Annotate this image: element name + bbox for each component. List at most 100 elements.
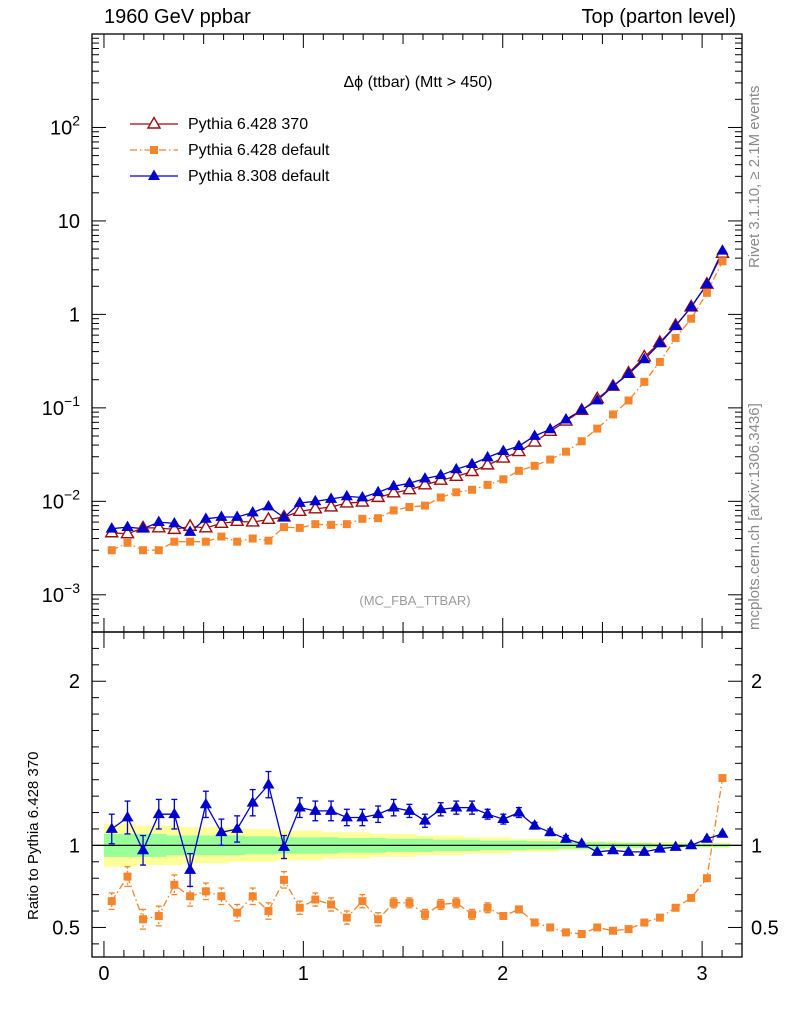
- marker-pythia-8-308-default: [403, 476, 416, 488]
- marker-pythia-6-428-default: [655, 357, 664, 366]
- y-tick-label: 1: [69, 304, 80, 326]
- ratio-panel-tick-labels: 0.5 0.5 1 1 2 2 0 1 2 3: [52, 671, 779, 985]
- marker-pythia-8-308-default: [559, 413, 572, 424]
- ratio-marker-pythia-8-308-default: [622, 845, 635, 856]
- marker-pythia-6-428-default: [201, 537, 210, 546]
- rivet-version-label: Rivet 3.1.10, ≥ 2.1M events: [746, 85, 763, 269]
- ratio-marker-pythia-8-308-default: [434, 802, 447, 814]
- marker-pythia-8-308-default: [622, 367, 635, 378]
- marker-pythia-6-428-370: [308, 501, 323, 514]
- header-process-label: Top (parton level): [581, 6, 736, 28]
- chart-title: Δϕ (ttbar) (Mtt > 450): [343, 74, 492, 91]
- marker-pythia-6-428-default: [327, 520, 336, 529]
- ratio-marker-pythia-8-308-default: [685, 838, 698, 850]
- marker-pythia-8-308-default: [168, 516, 181, 528]
- marker-pythia-8-308-default: [591, 393, 604, 405]
- marker-pythia-8-308-default: [356, 490, 369, 502]
- ratio-marker-pythia-6-428-default: [530, 918, 539, 927]
- marker-pythia-8-308-default: [450, 462, 463, 474]
- ratio-marker-pythia-6-428-default: [436, 900, 445, 909]
- ratio-marker-pythia-6-428-default: [702, 874, 711, 883]
- ratio-marker-pythia-6-428-default: [608, 926, 617, 935]
- ratio-marker-pythia-8-308-default: [638, 845, 651, 856]
- marker-pythia-6-428-default: [139, 546, 148, 555]
- marker-pythia-6-428-default: [624, 396, 633, 405]
- ratio-y-axis-label: Ratio to Pythia 6.428 370: [25, 752, 42, 920]
- marker-pythia-6-428-default: [577, 437, 586, 446]
- y-tick-label: 10−3: [42, 580, 80, 607]
- marker-pythia-8-308-default: [340, 489, 353, 501]
- marker-pythia-6-428-default: [702, 288, 711, 297]
- ratio-marker-pythia-6-428-default: [154, 911, 163, 920]
- ratio-marker-pythia-6-428-default: [233, 908, 242, 917]
- marker-pythia-6-428-default: [248, 534, 257, 543]
- marker-pythia-6-428-default: [342, 520, 351, 529]
- marker-pythia-6-428-default: [123, 538, 132, 547]
- ratio-marker-pythia-6-428-default: [593, 923, 602, 932]
- ratio-panel-ticks: [92, 632, 742, 957]
- ratio-marker-pythia-8-308-default: [387, 801, 400, 812]
- ratio-marker-pythia-8-308-default: [559, 832, 572, 843]
- ratio-marker-pythia-6-428-default: [483, 903, 492, 912]
- ratio-marker-pythia-6-428-default: [264, 907, 273, 916]
- marker-pythia-8-308-default: [465, 457, 479, 469]
- marker-pythia-8-308-default: [638, 352, 651, 364]
- ratio-curve-pythia-8-308-default: [111, 783, 723, 873]
- ratio-marker-pythia-6-428-default: [687, 893, 696, 902]
- legend-label-pythia6-370: Pythia 6.428 370: [188, 116, 308, 133]
- legend-entry-pythia8-default: Pythia 8.308 default: [130, 168, 330, 185]
- ratio-marker-pythia-6-428-default: [655, 913, 664, 922]
- x-tick-label: 1: [298, 963, 309, 985]
- marker-pythia-6-428-default: [217, 532, 226, 541]
- ratio-marker-pythia-6-428-default: [499, 911, 508, 920]
- ratio-marker-pythia-8-308-default: [215, 825, 228, 837]
- marker-pythia-6-428-default: [280, 523, 289, 532]
- marker-pythia-8-308-default: [434, 468, 447, 480]
- ratio-y-tick-label-left: 2: [69, 671, 80, 693]
- marker-pythia-6-428-370: [527, 434, 542, 447]
- marker-pythia-8-308-default: [685, 300, 698, 311]
- ratio-marker-pythia-8-308-default: [497, 812, 510, 824]
- marker-pythia-6-428-default: [233, 537, 242, 546]
- top-panel-y-tick-labels: 10−3 10−2 10−1 1 10 102: [42, 112, 80, 606]
- ratio-marker-pythia-8-308-default: [325, 804, 338, 815]
- marker-pythia-8-308-default: [418, 472, 432, 483]
- ratio-marker-pythia-8-308-default: [121, 810, 134, 822]
- curve-pythia-6-428-default: [111, 261, 724, 551]
- marker-pythia-8-308-default: [700, 277, 713, 289]
- marker-pythia-8-308-default: [716, 244, 729, 255]
- y-tick-label: 10−2: [42, 486, 80, 513]
- x-tick-label: 2: [497, 963, 508, 985]
- marker-pythia-8-308-default: [606, 379, 620, 391]
- marker-pythia-6-428-370: [151, 519, 167, 533]
- marker-pythia-6-428-370: [292, 503, 308, 517]
- ratio-y-tick-label-right: 0.5: [751, 917, 779, 939]
- marker-pythia-6-428-370: [496, 450, 511, 463]
- mcplots-reference-label: mcplots.cern.ch [arXiv:1306.3436]: [746, 403, 763, 630]
- legend-label-pythia6-default: Pythia 6.428 default: [188, 142, 330, 159]
- legend-entry-pythia6-default: Pythia 6.428 default: [130, 142, 330, 159]
- marker-pythia-6-428-default: [530, 461, 539, 470]
- ratio-marker-pythia-8-308-default: [246, 796, 259, 807]
- marker-pythia-6-428-default: [561, 447, 570, 456]
- marker-pythia-8-308-default: [325, 492, 338, 503]
- ratio-marker-pythia-8-308-default: [716, 827, 729, 838]
- marker-pythia-6-428-default: [687, 314, 696, 323]
- ratio-marker-pythia-8-308-default: [152, 807, 165, 819]
- ratio-marker-pythia-6-428-default: [342, 913, 351, 922]
- marker-pythia-8-308-default: [512, 439, 525, 450]
- ratio-marker-pythia-8-308-default: [262, 778, 275, 789]
- ratio-marker-pythia-6-428-default: [327, 900, 336, 909]
- marker-pythia-8-308-default: [199, 512, 212, 523]
- marker-pythia-6-428-default: [154, 546, 163, 555]
- marker-pythia-6-428-default: [436, 493, 445, 502]
- marker-pythia-8-308-default: [309, 494, 322, 506]
- ratio-marker-pythia-8-308-default: [184, 863, 197, 874]
- ratio-marker-pythia-6-428-default: [624, 925, 633, 934]
- ratio-marker-pythia-6-428-default: [248, 892, 257, 901]
- marker-pythia-6-428-default: [483, 480, 492, 489]
- marker-pythia-6-428-370: [167, 521, 182, 535]
- ratio-marker-pythia-8-308-default: [465, 801, 479, 812]
- marker-pythia-6-428-default: [452, 488, 461, 497]
